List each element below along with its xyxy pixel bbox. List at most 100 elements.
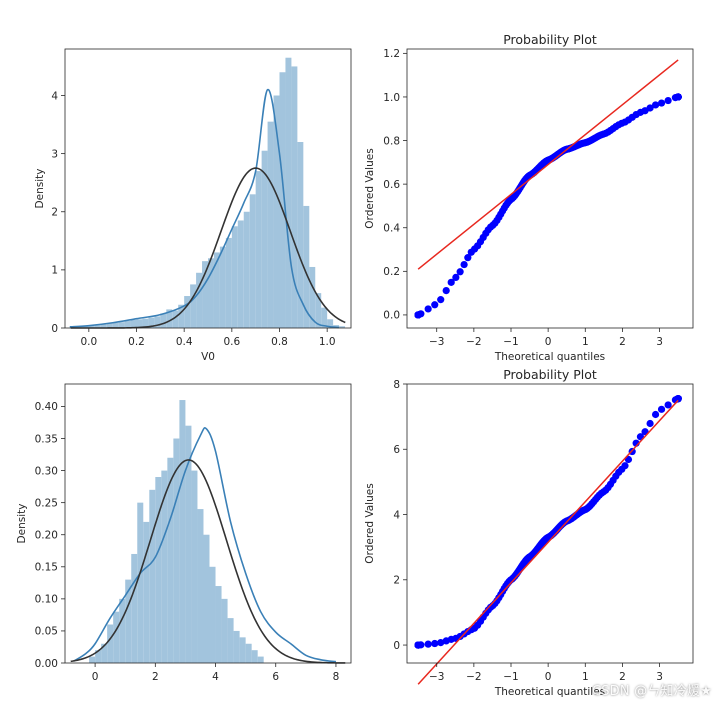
axes-frame [406, 48, 694, 329]
histogram-bar [137, 502, 144, 663]
x-tick-label: 0.8 [271, 336, 288, 348]
histogram-bar [142, 318, 149, 328]
histogram-bar [190, 284, 197, 328]
histogram-bar [245, 643, 252, 663]
y-axis-label: Density [34, 169, 46, 209]
histogram-bar [249, 194, 256, 328]
y-tick-label: 0.15 [35, 562, 58, 574]
histogram-bar [267, 121, 274, 328]
y-axis-label: Ordered Values [364, 483, 376, 563]
histogram-bar [327, 319, 334, 328]
x-tick-label: 2 [619, 336, 626, 348]
histogram-bar [213, 252, 220, 328]
y-tick-label: 0.40 [35, 401, 58, 413]
histogram-bar [172, 310, 179, 328]
histogram-bar [196, 272, 203, 328]
histogram-bar [107, 624, 114, 663]
histogram-bar [149, 489, 156, 663]
x-tick-label: 4 [212, 671, 219, 683]
histogram-bar [173, 438, 180, 663]
y-tick-label: 0.0 [383, 310, 400, 322]
x-tick-label: 0 [545, 671, 552, 683]
histogram-bar [221, 598, 228, 663]
x-tick-label: −2 [466, 336, 481, 348]
quantile-point [621, 462, 629, 470]
y-tick-label: 2 [393, 575, 400, 587]
histogram-bar [239, 637, 246, 663]
histogram-bar [160, 313, 167, 328]
x-tick-label: 1.0 [319, 336, 336, 348]
x-tick-label: −2 [466, 671, 481, 683]
y-tick-label: 1 [51, 265, 58, 277]
quantile-point [651, 101, 660, 109]
y-tick-label: 0.8 [383, 135, 400, 147]
histogram-bar [279, 72, 286, 328]
histogram-bar [315, 293, 322, 328]
quantile-point [674, 93, 682, 101]
probability-plot-transformed-panel: −3 −2 −1 0 1 2 3 0 2 4 6 8 Probability Plot Theoretic… [364, 367, 694, 698]
quantile-point [657, 405, 666, 413]
histogram-bar [118, 322, 125, 328]
x-axis-label: Theoretical quantiles [494, 351, 605, 363]
histogram-bar [231, 226, 238, 328]
histogram-bar [215, 586, 222, 663]
histogram-bar [82, 326, 89, 328]
y-tick-label: 0.2 [383, 266, 400, 278]
histogram-bar [197, 509, 204, 663]
histogram-bar [227, 618, 234, 663]
x-tick-label: 1 [582, 671, 589, 683]
x-tick-label: −3 [429, 671, 444, 683]
quantile-point [431, 301, 439, 309]
histogram-bar [119, 598, 126, 663]
quantile-point [624, 455, 633, 464]
normal-fit-line [70, 459, 346, 664]
x-tick-label: 1 [582, 336, 589, 348]
histogram-bar [113, 611, 120, 663]
x-tick-label: 6 [272, 671, 279, 683]
histogram-bar [178, 304, 185, 328]
histogram-bar [291, 66, 298, 328]
histogram-bar [225, 237, 232, 328]
y-tick-label: 0.20 [35, 530, 58, 542]
histogram-bar [94, 325, 101, 328]
chart-title: Probability Plot [503, 32, 597, 47]
quantile-point [447, 278, 455, 286]
histogram-v0-panel: 0.0 0.2 0.4 0.6 0.8 1.0 0 1 2 3 4 V0 Density [34, 48, 352, 363]
quantile-point [452, 273, 460, 282]
histogram-bar [88, 325, 95, 328]
quantile-point [456, 268, 464, 276]
histogram-bar [237, 220, 244, 328]
histogram-bar [124, 321, 131, 328]
histogram-bar [303, 205, 310, 328]
y-tick-label: 4 [51, 90, 58, 102]
fit-line [417, 59, 679, 270]
histogram-bar [148, 317, 155, 328]
quantile-point [437, 638, 445, 647]
x-tick-label: 2 [152, 671, 159, 683]
histogram-bar [130, 319, 137, 328]
histogram-bar [179, 400, 186, 663]
histogram-bar [100, 324, 107, 328]
y-tick-label: 0.30 [35, 465, 58, 477]
axes-frame [64, 48, 352, 329]
x-tick-label: 0.4 [176, 336, 193, 348]
histogram-bar [155, 477, 162, 663]
histogram-bar [219, 246, 226, 328]
histogram-bar [203, 534, 210, 663]
histogram-bar [166, 309, 173, 328]
quantile-point [657, 99, 666, 107]
histogram-bar [251, 650, 258, 663]
y-tick-label: 0.10 [35, 594, 58, 606]
histogram-bar [112, 322, 119, 328]
histogram-bar [255, 171, 262, 328]
histogram-bar [161, 470, 168, 663]
chart-title: Probability Plot [503, 367, 597, 382]
quantile-point [460, 260, 468, 269]
kde-line [69, 88, 340, 329]
axes-frame [64, 383, 352, 664]
histogram-bar [101, 643, 108, 663]
x-tick-label: 3 [656, 671, 663, 683]
quantile-point [664, 96, 672, 105]
histogram-bar [184, 296, 191, 328]
histogram-bar [95, 650, 102, 663]
